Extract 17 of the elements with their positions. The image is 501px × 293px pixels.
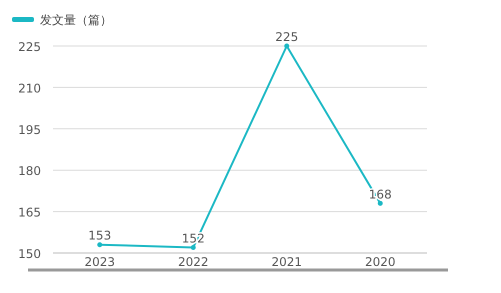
y-tick-label: 195 (18, 122, 41, 137)
y-tick-label: 165 (18, 206, 41, 220)
y-tick-label: 150 (18, 247, 41, 261)
data-label: 225 (275, 30, 298, 44)
x-tick-label: 2023 (84, 255, 116, 269)
legend-label: 发文量（篇） (40, 13, 112, 27)
point (190, 244, 196, 250)
point (97, 242, 102, 248)
y-tick-label: 210 (18, 81, 41, 96)
point (378, 200, 383, 206)
y-tick-label: 225 (18, 40, 41, 54)
x-tick-label: 2020 (364, 255, 396, 269)
point (284, 44, 290, 48)
x-tick-label: 2021 (271, 255, 302, 269)
y-tick-label: 180 (18, 164, 41, 178)
data-label: 153 (88, 228, 112, 243)
x-tick-label: 2022 (178, 255, 209, 269)
